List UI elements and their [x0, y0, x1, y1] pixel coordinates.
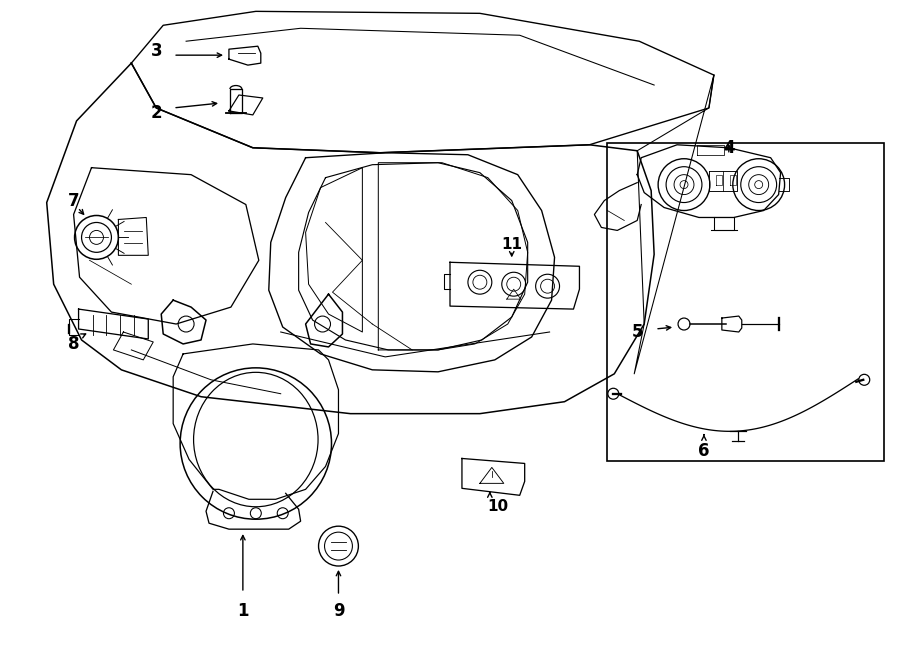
Text: 10: 10 [487, 498, 508, 514]
Text: 8: 8 [68, 335, 79, 353]
Text: 6: 6 [698, 442, 710, 461]
Text: 7: 7 [68, 191, 79, 210]
Bar [608, 143, 884, 461]
Text: 4: 4 [723, 139, 734, 157]
Text: 2: 2 [150, 104, 162, 122]
Text: 3: 3 [150, 42, 162, 60]
Text: 11: 11 [501, 237, 522, 252]
Text: 9: 9 [333, 602, 345, 620]
Text: 1: 1 [237, 602, 248, 620]
Text: 5: 5 [632, 323, 643, 341]
